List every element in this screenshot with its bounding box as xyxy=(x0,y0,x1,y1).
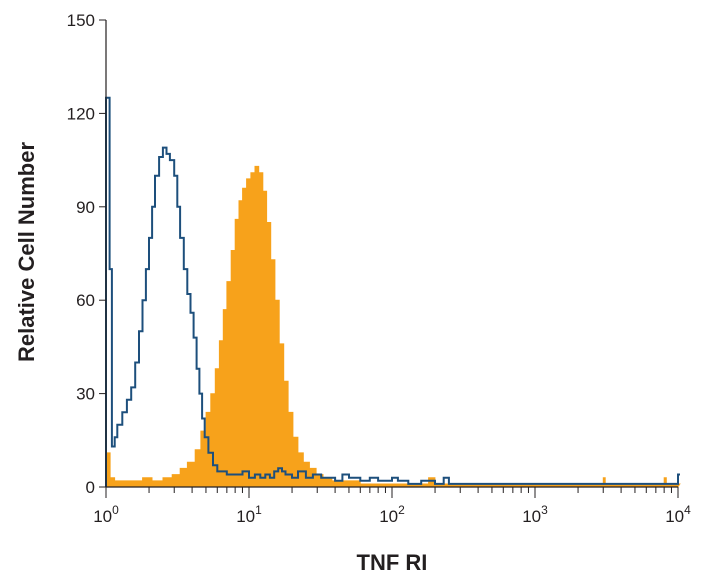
x-tick-label: 104 xyxy=(665,503,691,526)
series-filled-histogram xyxy=(105,165,681,488)
y-tick-label: 90 xyxy=(76,198,95,217)
x-tick-label: 100 xyxy=(93,503,119,526)
y-tick-label: 60 xyxy=(76,291,95,310)
y-tick-label: 150 xyxy=(67,11,95,30)
x-tick-label: 103 xyxy=(522,503,548,526)
y-tick-label: 120 xyxy=(67,104,95,123)
plot-area xyxy=(105,96,681,488)
ticks: 0 30 60 90 120 150 100 101 102 103 104 xyxy=(67,11,691,526)
x-axis-title: TNF RI xyxy=(357,550,428,575)
x-tick-label: 101 xyxy=(236,503,262,526)
y-tick-label: 0 xyxy=(86,478,95,497)
axes xyxy=(105,20,678,488)
y-axis-title: Relative Cell Number xyxy=(14,142,39,363)
y-tick-label: 30 xyxy=(76,385,95,404)
x-tick-label: 102 xyxy=(379,503,405,526)
series-outline-histogram xyxy=(105,96,680,487)
